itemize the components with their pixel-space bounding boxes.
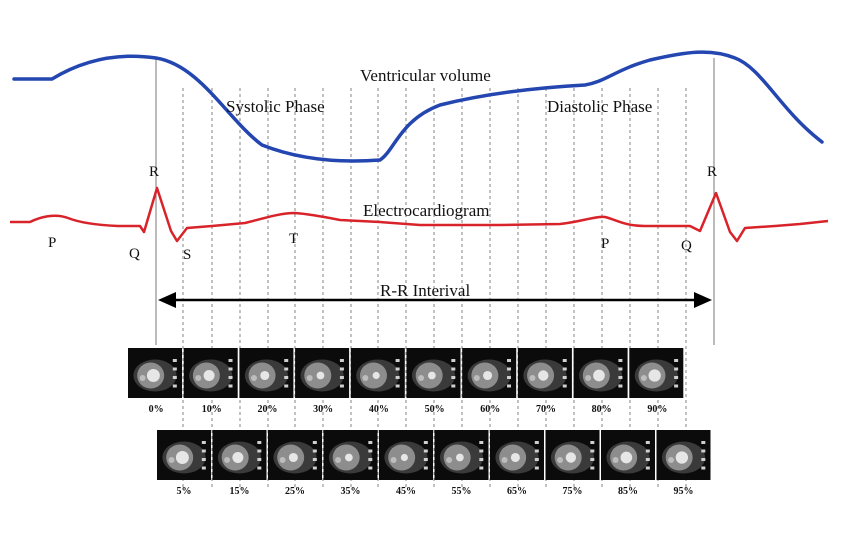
phase-percent-label: 5% [177,486,192,497]
phase-percent-label: 0% [149,404,164,415]
phase-percent-label: 80% [592,404,612,415]
systolic-phase-label: Systolic Phase [226,97,325,116]
ecg-wave-p-2: P [601,236,609,252]
phase-percent-label: 85% [618,486,638,497]
electrocardiogram-label: Electrocardiogram [363,201,490,220]
row1-thumbnail [629,348,683,398]
phase-percent-label: 65% [507,486,527,497]
ecg-wave-r-2: R [707,164,717,180]
phase-percent-label: 35% [341,486,361,497]
row2-thumbnail [546,430,600,480]
phase-percent-label: 90% [647,404,667,415]
row2-thumbnail [268,430,322,480]
row2-thumbnail [379,430,433,480]
ecg-wave-q-1: Q [129,246,140,262]
ventricular-volume-label: Ventricular volume [360,66,491,85]
ecg-wave-r-1: R [149,164,159,180]
phase-percent-label: 45% [396,486,416,497]
row2-thumbnail [157,430,211,480]
row2-thumbnail [213,430,267,480]
ecg-wave-s-1: S [183,247,191,263]
phase-percent-label: 55% [452,486,472,497]
row1-thumbnail [184,348,238,398]
row1-thumbnail [128,348,182,398]
row1-thumbnail [239,348,293,398]
phase-percent-label: 95% [674,486,694,497]
row2-thumbnail [601,430,655,480]
arrow-head-right [694,292,712,308]
phase-percent-label: 30% [313,404,333,415]
phase-percent-label: 10% [202,404,222,415]
phase-percent-label: 25% [285,486,305,497]
row1-thumbnail [351,348,405,398]
row1-thumbnail [574,348,628,398]
row1-thumbnail [407,348,461,398]
row2-thumbnail [324,430,378,480]
phase-percent-label: 40% [369,404,389,415]
ecg-wave-p-1: P [48,235,56,251]
rr-interval-label: R-R Interival [380,281,470,300]
phase-percent-label: 15% [230,486,250,497]
row1-thumbnail [295,348,349,398]
phase-percent-label: 60% [480,404,500,415]
ecg-wave-q-2: Q [681,238,692,254]
phase-percent-label: 75% [563,486,583,497]
row1-thumbnail [518,348,572,398]
phase-percent-label: 50% [425,404,445,415]
row2-thumbnail [435,430,489,480]
arrow-head-left [158,292,176,308]
ecg-wave-t-1: T [289,231,298,247]
row2-thumbnail [657,430,711,480]
phase-percent-label: 70% [536,404,556,415]
phase-percent-label: 20% [257,404,277,415]
row2-thumbnail [490,430,544,480]
diastolic-phase-label: Diastolic Phase [547,97,652,116]
row1-thumbnail [462,348,516,398]
